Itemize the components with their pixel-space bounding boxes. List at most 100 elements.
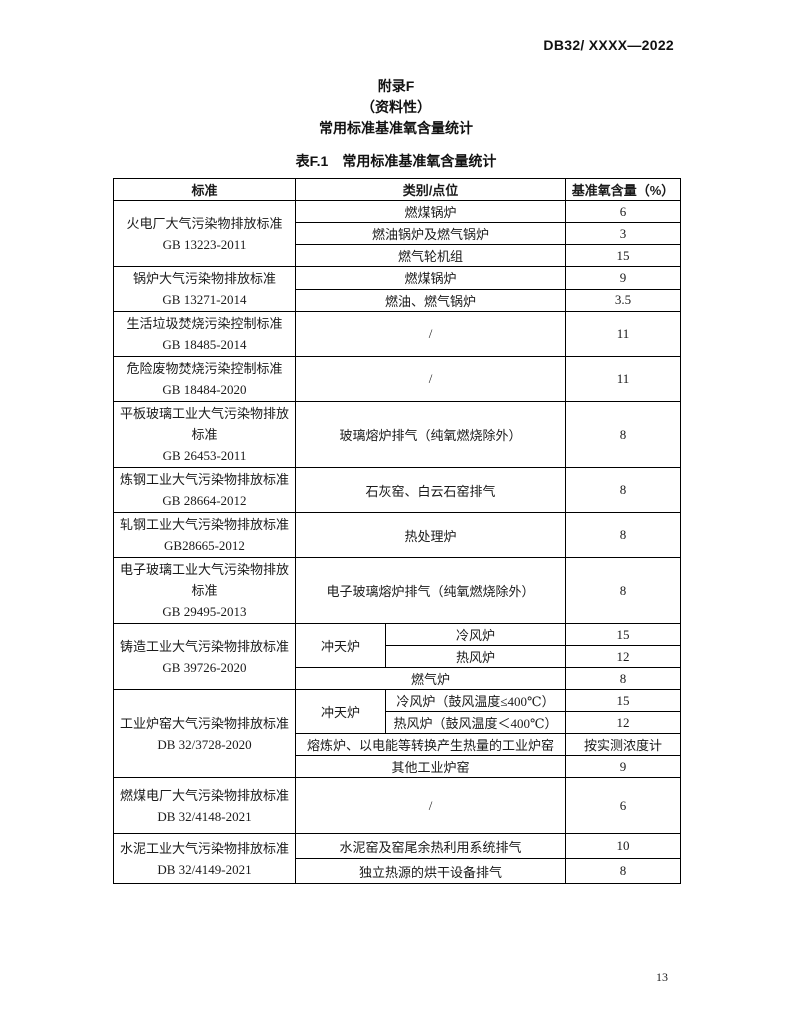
standard-name: 燃煤电厂大气污染物排放标准 bbox=[119, 787, 289, 803]
standard-name: 平板玻璃工业大气污染物排放标准 bbox=[119, 406, 289, 442]
value-cell: 9 bbox=[565, 266, 681, 290]
standard-code: GB28665-2012 bbox=[164, 538, 245, 553]
standard-name: 炼钢工业大气污染物排放标准 bbox=[119, 472, 289, 487]
standard-cell: 工业炉窑大气污染物排放标准 DB 32/3728-2020 bbox=[113, 689, 296, 778]
category-cell: 燃气轮机组 bbox=[295, 244, 566, 267]
header-standard: 标准 bbox=[113, 178, 296, 201]
value-cell: 8 bbox=[565, 401, 681, 468]
table-row: 独立热源的烘干设备排气 8 bbox=[114, 858, 681, 884]
value-cell: 9 bbox=[565, 755, 681, 778]
standard-code: DB 32/4148-2021 bbox=[157, 808, 252, 824]
category-cell: 热风炉（鼓风温度＜400℃） bbox=[385, 711, 566, 734]
standard-code: GB 39726-2020 bbox=[162, 659, 247, 675]
standard-name: 锅炉大气污染物排放标准 bbox=[132, 271, 276, 286]
standard-cell: 锅炉大气污染物排放标准 GB 13271-2014 bbox=[113, 266, 296, 312]
category-cell: 燃气炉 bbox=[295, 667, 566, 690]
standard-name: 危险废物焚烧污染控制标准 bbox=[126, 361, 283, 376]
category-cell: 独立热源的烘干设备排气 bbox=[295, 858, 566, 884]
oxygen-content-table: 标准 类别/点位 基准氧含量（%） 火电厂大气污染物排放标准 GB 13223-… bbox=[113, 178, 681, 884]
table-row: 燃煤电厂大气污染物排放标准 DB 32/4148-2021 / 6 bbox=[113, 777, 681, 834]
category-cell: 石灰窑、白云石窑排气 bbox=[295, 467, 566, 513]
appendix-title-block: 附录F （资料性） 常用标准基准氧含量统计 bbox=[0, 76, 792, 139]
category-cell: 熔炼炉、以电能等转换产生热量的工业炉窑 bbox=[295, 733, 566, 756]
value-cell: 11 bbox=[565, 356, 681, 402]
standard-name: 轧钢工业大气污染物排放标准 bbox=[119, 517, 289, 532]
value-cell: 15 bbox=[565, 244, 681, 267]
standard-cell: 危险废物焚烧污染控制标准 GB 18484-2020 bbox=[113, 356, 296, 402]
subgroup-cell: 冲天炉 bbox=[295, 623, 386, 668]
standard-name: 生活垃圾焚烧污染控制标准 bbox=[126, 316, 283, 331]
value-cell: 6 bbox=[565, 200, 681, 223]
category-cell: 冷风炉（鼓风温度≤400℃） bbox=[385, 689, 566, 712]
header-category: 类别/点位 bbox=[295, 178, 566, 201]
value-cell: 11 bbox=[565, 311, 681, 357]
standard-code: GB 18484-2020 bbox=[162, 382, 247, 397]
table-row: 锅炉大气污染物排放标准 GB 13271-2014 燃煤锅炉 9 bbox=[113, 266, 681, 312]
standard-name: 火电厂大气污染物排放标准 bbox=[126, 215, 283, 231]
table-row: 轧钢工业大气污染物排放标准 GB28665-2012 热处理炉 8 bbox=[113, 512, 681, 558]
category-cell: 燃油、燃气锅炉 bbox=[295, 288, 566, 312]
standard-code: DB 32/4149-2021 bbox=[157, 861, 252, 877]
value-cell: 8 bbox=[565, 667, 681, 690]
value-cell: 12 bbox=[565, 645, 681, 668]
document-code: DB32/ XXXX—2022 bbox=[543, 37, 674, 53]
standard-cell: 平板玻璃工业大气污染物排放标准 GB 26453-2011 bbox=[113, 401, 296, 468]
table-row: 燃气炉 8 bbox=[114, 667, 681, 690]
value-cell: 6 bbox=[565, 777, 681, 834]
table-caption-text: 常用标准基准氧含量统计 bbox=[342, 153, 497, 169]
table-row: 生活垃圾焚烧污染控制标准 GB 18485-2014 / 11 bbox=[113, 311, 681, 357]
value-cell: 15 bbox=[565, 623, 681, 646]
standard-cell: 水泥工业大气污染物排放标准 DB 32/4149-2021 bbox=[113, 833, 296, 884]
header-oxygen: 基准氧含量（%） bbox=[565, 178, 681, 201]
category-cell: 玻璃熔炉排气（纯氧燃烧除外） bbox=[295, 401, 566, 468]
value-cell: 8 bbox=[565, 512, 681, 558]
table-row: 水泥工业大气污染物排放标准 DB 32/4149-2021 水泥窑及窑尾余热利用… bbox=[113, 833, 681, 884]
category-cell: / bbox=[295, 777, 566, 834]
table-row: 危险废物焚烧污染控制标准 GB 18484-2020 / 11 bbox=[113, 356, 681, 402]
category-cell: 水泥窑及窑尾余热利用系统排气 bbox=[295, 833, 566, 859]
table-row: 火电厂大气污染物排放标准 GB 13223-2011 燃煤锅炉 6 bbox=[113, 200, 681, 267]
category-cell: 冷风炉 bbox=[385, 623, 566, 646]
value-cell: 3.5 bbox=[565, 288, 681, 312]
standard-name: 水泥工业大气污染物排放标准 bbox=[119, 840, 289, 856]
value-cell: 12 bbox=[565, 711, 681, 734]
value-cell: 8 bbox=[565, 467, 681, 513]
standard-cell: 铸造工业大气污染物排放标准 GB 39726-2020 bbox=[113, 623, 296, 690]
value-cell: 按实测浓度计 bbox=[565, 733, 681, 756]
page-number: 13 bbox=[656, 970, 668, 984]
table-caption: 表F.1 常用标准基准氧含量统计 bbox=[0, 151, 792, 171]
standard-name: 铸造工业大气污染物排放标准 bbox=[119, 638, 289, 654]
standard-name: 电子玻璃工业大气污染物排放标准 bbox=[119, 562, 289, 598]
standard-code: GB 26453-2011 bbox=[162, 448, 247, 463]
category-cell: / bbox=[295, 311, 566, 357]
value-cell: 3 bbox=[565, 222, 681, 245]
subgroup-cell: 冲天炉 bbox=[295, 689, 386, 734]
table-caption-label: 表F.1 bbox=[295, 153, 329, 169]
category-cell: 电子玻璃熔炉排气（纯氧燃烧除外） bbox=[295, 557, 566, 624]
value-cell: 8 bbox=[565, 557, 681, 624]
table-row: 平板玻璃工业大气污染物排放标准 GB 26453-2011 玻璃熔炉排气（纯氧燃… bbox=[113, 401, 681, 468]
standard-code: GB 13223-2011 bbox=[162, 236, 247, 252]
standard-code: GB 29495-2013 bbox=[162, 604, 247, 619]
standard-name: 工业炉窑大气污染物排放标准 bbox=[119, 715, 289, 731]
standard-code: GB 28664-2012 bbox=[162, 493, 247, 508]
value-cell: 8 bbox=[565, 858, 681, 884]
value-cell: 10 bbox=[565, 833, 681, 859]
standard-cell: 轧钢工业大气污染物排放标准 GB28665-2012 bbox=[113, 512, 296, 558]
category-cell: 其他工业炉窑 bbox=[295, 755, 566, 778]
category-cell: 热风炉 bbox=[385, 645, 566, 668]
category-cell: 热处理炉 bbox=[295, 512, 566, 558]
table-row: 电子玻璃工业大气污染物排放标准 GB 29495-2013 电子玻璃熔炉排气（纯… bbox=[113, 557, 681, 624]
table-row: 铸造工业大气污染物排放标准 GB 39726-2020 冲天炉 冷风炉 15 bbox=[113, 623, 681, 690]
table-row: 燃气轮机组 15 bbox=[114, 244, 681, 267]
category-cell: 燃煤锅炉 bbox=[295, 266, 566, 290]
category-cell: 燃煤锅炉 bbox=[295, 200, 566, 223]
table-row: 工业炉窑大气污染物排放标准 DB 32/3728-2020 冲天炉 冷风炉（鼓风… bbox=[113, 689, 681, 778]
subject-title: 常用标准基准氧含量统计 bbox=[319, 120, 473, 136]
value-cell: 15 bbox=[565, 689, 681, 712]
standard-cell: 火电厂大气污染物排放标准 GB 13223-2011 bbox=[113, 200, 296, 267]
informative-label: （资料性） bbox=[361, 99, 431, 115]
appendix-title: 附录F bbox=[377, 78, 415, 94]
table-row: 熔炼炉、以电能等转换产生热量的工业炉窑 按实测浓度计 bbox=[114, 733, 681, 756]
